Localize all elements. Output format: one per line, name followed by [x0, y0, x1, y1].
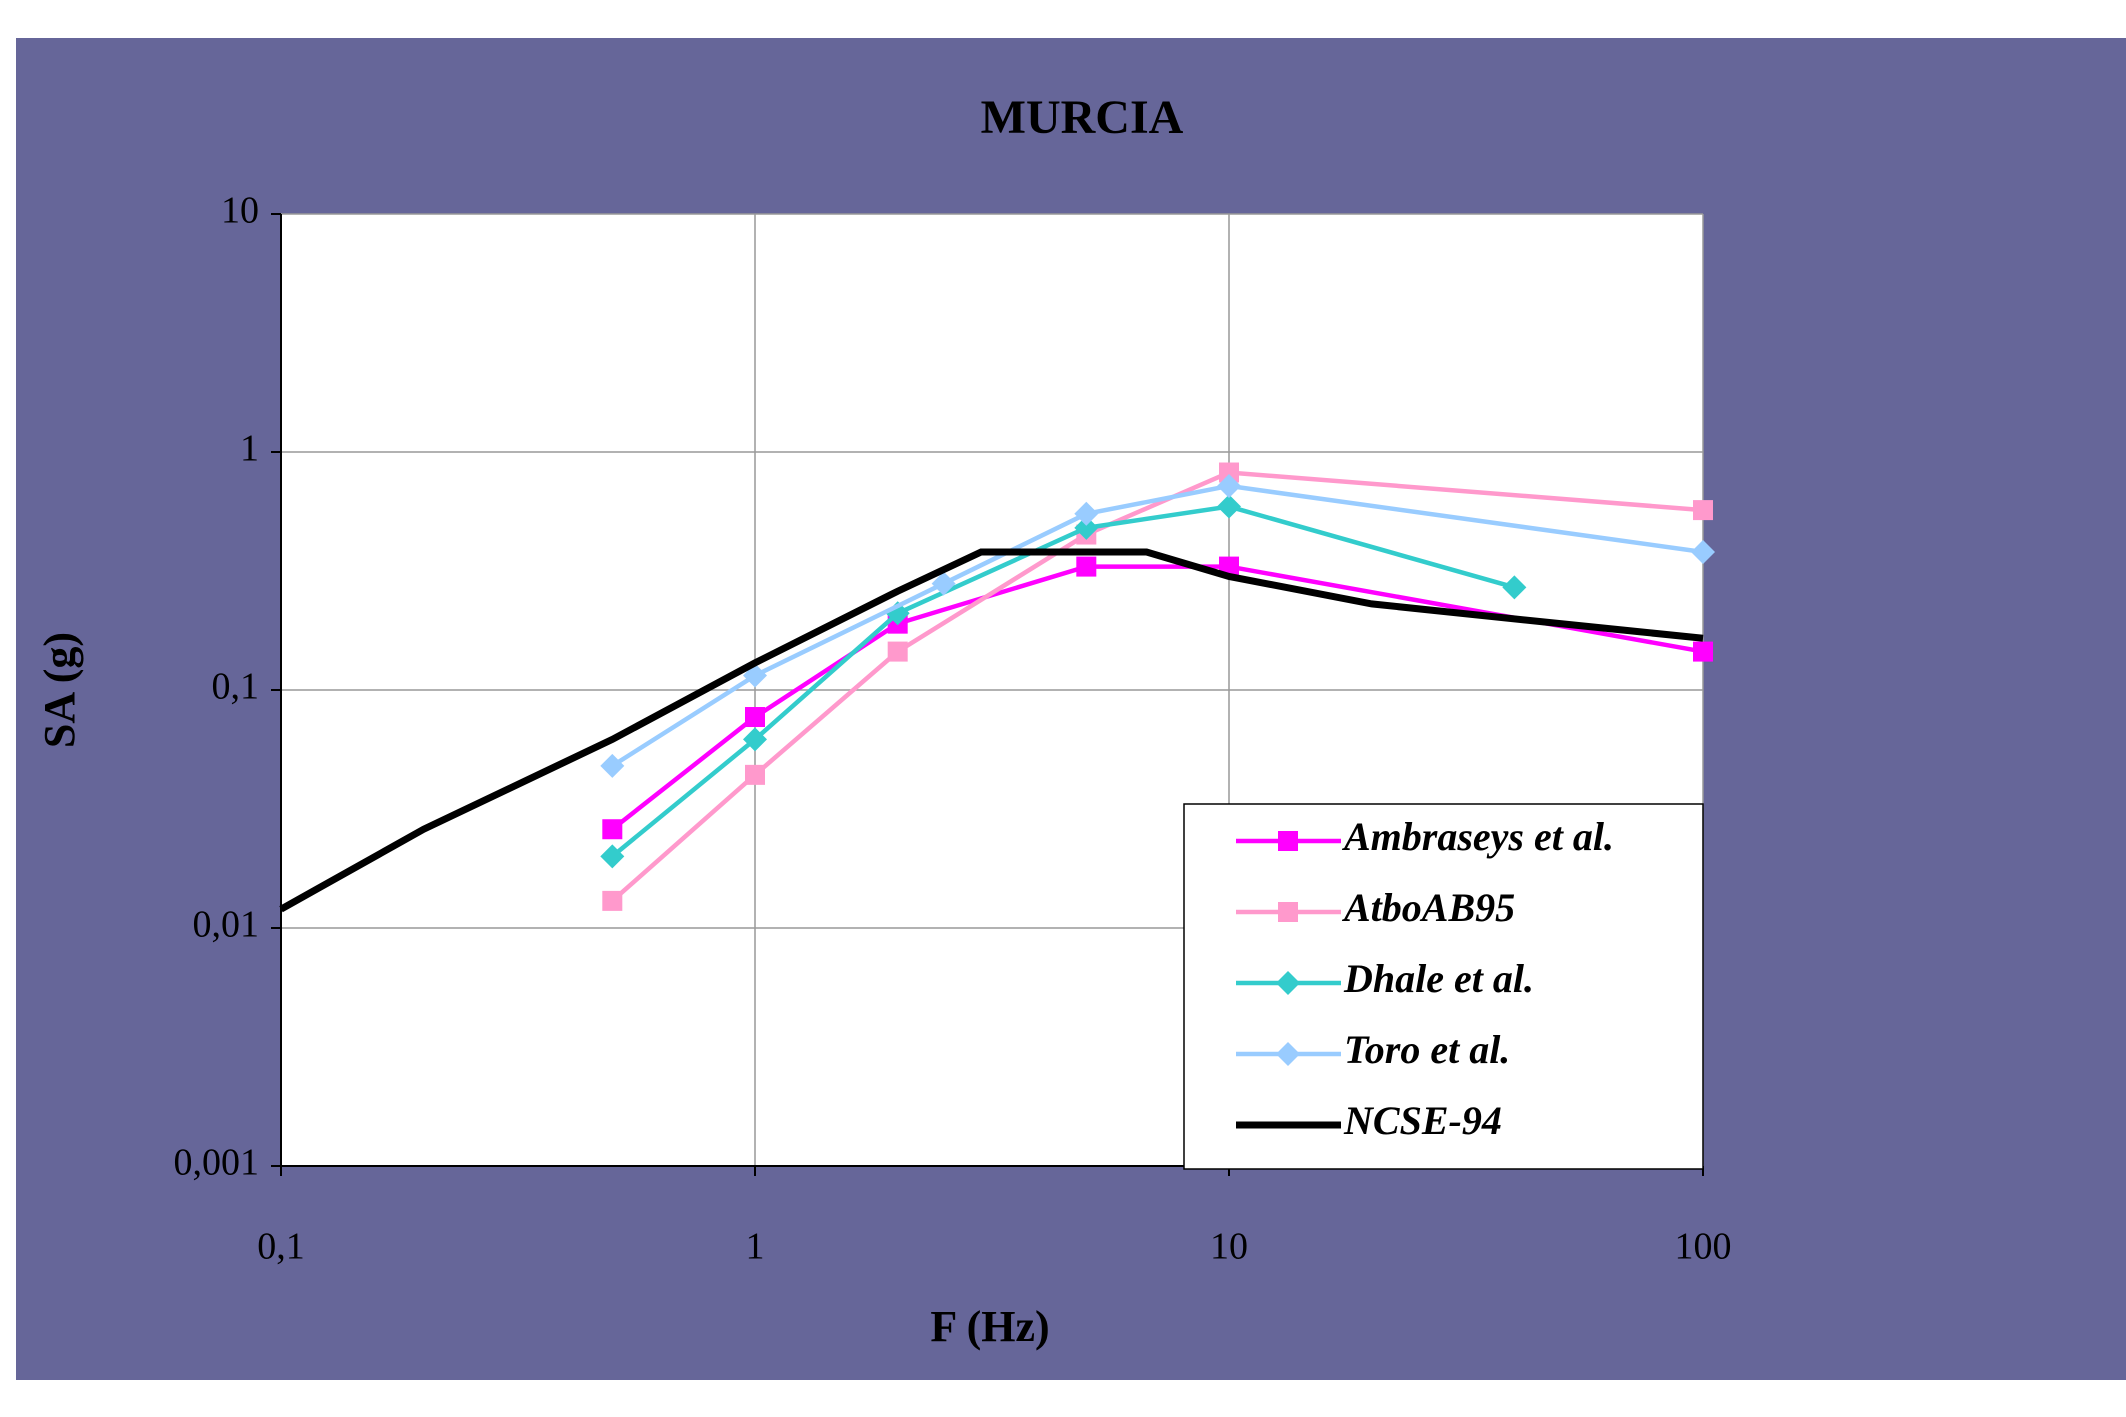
marker	[1219, 462, 1239, 483]
y-tick-label: 10	[221, 190, 259, 232]
y-tick-label: 0,1	[212, 666, 260, 708]
legend-marker	[1276, 1042, 1300, 1066]
y-axis-label: SA (g)	[35, 632, 84, 748]
legend-label: Toro et al.	[1344, 1027, 1510, 1072]
y-tick-label: 0,001	[174, 1142, 260, 1184]
legend-box	[1183, 803, 1704, 1170]
marker	[1693, 500, 1713, 521]
marker	[1693, 641, 1713, 662]
x-tick-label: 1	[746, 1226, 765, 1268]
x-tick-label: 100	[1675, 1226, 1732, 1268]
marker	[602, 819, 623, 840]
marker	[931, 571, 956, 596]
marker	[602, 890, 623, 911]
series-line	[610, 504, 1515, 859]
series-line	[279, 548, 1704, 913]
legend-marker	[1278, 831, 1298, 851]
chart-title: MURCIA	[981, 91, 1184, 144]
marker	[745, 764, 765, 785]
legend-label: Dhale et al.	[1343, 956, 1534, 1001]
marker	[1691, 540, 1715, 565]
legend-marker	[1276, 971, 1300, 995]
marker	[1076, 556, 1097, 577]
x-tick-label: 10	[1210, 1226, 1248, 1268]
series-line	[610, 470, 1704, 903]
marker	[1217, 494, 1241, 519]
legend-label: Ambraseys et al.	[1341, 814, 1614, 859]
y-tick-label: 0,01	[193, 904, 260, 946]
legend-label: AtboAB95	[1341, 885, 1515, 930]
marker	[743, 727, 767, 752]
marker	[600, 753, 625, 778]
legend-label: NCSE-94	[1343, 1098, 1502, 1143]
marker	[745, 707, 765, 728]
marker	[600, 844, 625, 869]
x-axis-label: F (Hz)	[930, 1302, 1049, 1351]
y-tick-label: 1	[240, 428, 259, 470]
marker	[1074, 515, 1099, 540]
marker	[1074, 501, 1099, 526]
marker	[1217, 473, 1241, 498]
marker	[1502, 575, 1527, 600]
marker	[887, 641, 908, 662]
x-tick-label: 0,1	[257, 1226, 305, 1268]
legend-marker	[1278, 902, 1298, 922]
